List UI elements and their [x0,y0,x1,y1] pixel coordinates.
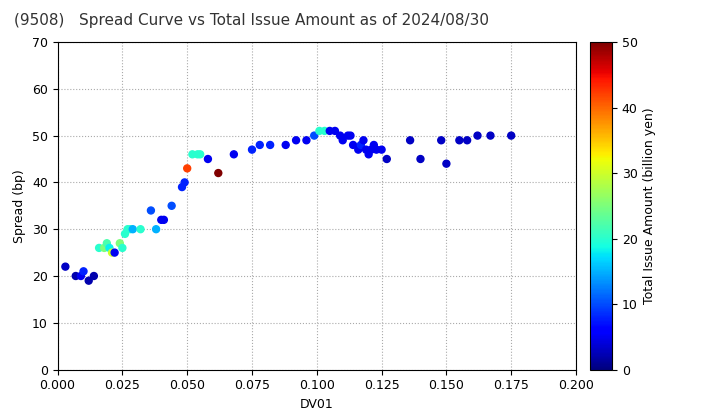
Point [280,142,292,148]
Point [156,216,167,223]
Point [264,142,276,148]
Point [75,273,86,279]
Point [125,226,136,233]
Point [347,142,359,148]
Point [353,146,364,153]
Point [145,207,157,214]
Point [127,226,138,233]
Point [104,244,115,251]
Point [436,137,447,144]
Point [454,137,465,144]
Point [334,132,346,139]
Point [60,263,71,270]
X-axis label: DV01: DV01 [300,398,333,411]
Point [301,137,312,144]
Point [360,146,372,153]
Point [135,226,146,233]
Point [246,146,258,153]
Point [342,132,354,139]
Point [371,146,382,153]
Point [176,184,188,190]
Point [166,202,177,209]
Point [381,156,392,163]
Point [308,132,320,139]
Point [83,277,94,284]
Point [179,179,190,186]
Point [120,231,131,237]
Y-axis label: Total Issue Amount (billion yen): Total Issue Amount (billion yen) [643,108,656,304]
Point [355,142,366,148]
Point [472,132,483,139]
Point [462,137,473,144]
Point [117,244,128,251]
Point [181,165,193,172]
Point [78,268,89,275]
Point [505,132,517,139]
Point [186,151,198,158]
Point [376,146,387,153]
Point [122,226,133,233]
Point [254,142,266,148]
Point [415,156,426,163]
Point [337,137,348,144]
Point [368,142,379,148]
Point [345,132,356,139]
Point [212,170,224,176]
Point [150,226,162,233]
Point [405,137,416,144]
Point [114,240,125,247]
Point [70,273,81,279]
Point [485,132,496,139]
Y-axis label: Spread (bp): Spread (bp) [14,169,27,243]
Point [94,244,105,251]
Point [366,146,377,153]
Point [107,249,118,256]
Point [290,137,302,144]
Point [441,160,452,167]
Point [228,151,240,158]
Point [99,244,110,251]
Point [88,273,99,279]
Point [324,128,336,134]
Text: (9508)   Spread Curve vs Total Issue Amount as of 2024/08/30: (9508) Spread Curve vs Total Issue Amoun… [14,13,490,28]
Point [101,240,112,247]
Point [158,216,170,223]
Point [319,128,330,134]
Point [314,128,325,134]
Point [109,249,120,256]
Point [192,151,203,158]
Point [202,156,214,163]
Point [358,137,369,144]
Point [363,151,374,158]
Point [329,128,341,134]
Point [194,151,206,158]
